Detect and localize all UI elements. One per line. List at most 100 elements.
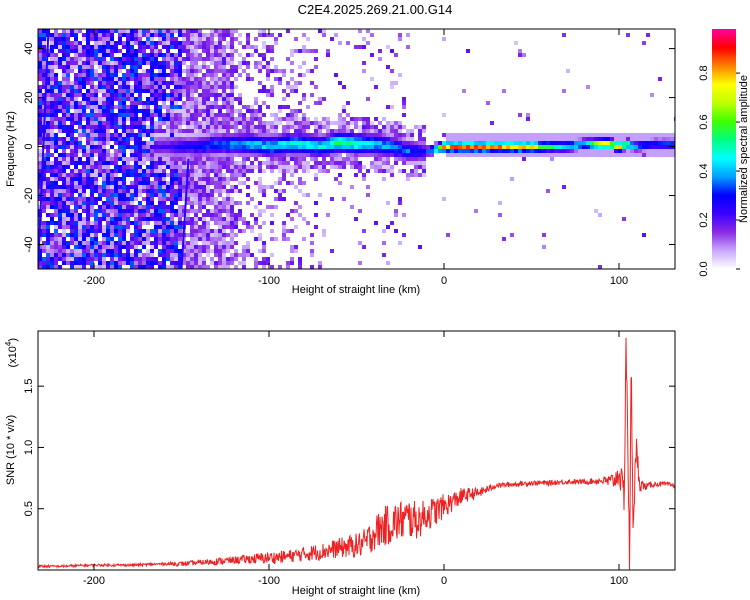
spectrogram-cell	[114, 117, 118, 121]
spectrogram-cell	[322, 165, 326, 169]
spectrogram-cell	[62, 177, 66, 181]
spectrogram-cell	[98, 257, 102, 261]
spectrogram-cell	[86, 37, 90, 41]
spectrogram-cell	[226, 165, 230, 169]
spectrogram-cell	[218, 201, 222, 205]
spectrogram-cell	[190, 145, 194, 149]
spectrogram-cell	[122, 97, 126, 101]
spectrogram-cell	[198, 189, 202, 193]
spectrogram-cell	[170, 133, 174, 137]
spectrogram-cell	[222, 265, 226, 269]
spectrogram-cell	[42, 165, 46, 169]
spectrogram-cell	[238, 189, 242, 193]
spectrogram-cell	[214, 197, 218, 201]
spectrogram-cell	[118, 149, 122, 153]
spectrogram-cell	[414, 165, 418, 169]
spectrogram-cell	[58, 81, 62, 85]
spectrogram-cell	[146, 145, 150, 149]
spectrogram-cell	[174, 153, 178, 157]
spectrogram-cell	[166, 117, 170, 121]
spectrogram-cell	[306, 137, 310, 141]
spectrogram-cell	[94, 45, 98, 49]
spectrogram-cell	[86, 157, 90, 161]
spectrogram-cell	[114, 221, 118, 225]
spectrogram-cell	[110, 133, 114, 137]
spectrogram-cell	[118, 237, 122, 241]
spectrogram-cell	[166, 229, 170, 233]
spectrogram-cell	[54, 209, 58, 213]
spectrogram-cell	[594, 153, 598, 157]
spectrogram-cell	[338, 181, 342, 185]
spectrogram-cell	[62, 257, 66, 261]
spectrogram-cell	[74, 261, 78, 265]
spectrogram-cell	[58, 153, 62, 157]
spectrogram-cell	[218, 241, 222, 245]
spectrogram-cell	[242, 221, 246, 225]
spectrogram-cell	[206, 185, 210, 189]
spectrogram-cell	[154, 97, 158, 101]
spectrogram-cell	[166, 121, 170, 125]
spectrogram-cell	[634, 153, 638, 157]
spectrogram-cell	[42, 105, 46, 109]
spectrogram-cell	[454, 133, 458, 137]
spectrogram-cell	[554, 137, 558, 141]
spectrogram-cell	[102, 145, 106, 149]
spectrogram-cell	[218, 109, 222, 113]
spectrogram-cell	[262, 265, 266, 269]
spectrogram-cell	[154, 81, 158, 85]
spectrogram-cell	[182, 41, 186, 45]
spectrogram-cell	[134, 153, 138, 157]
spectrogram-cell	[206, 165, 210, 169]
spectrogram-cell	[74, 33, 78, 37]
spectrogram-cell	[254, 261, 258, 265]
spectrogram-cell	[222, 117, 226, 121]
spectrogram-cell	[102, 101, 106, 105]
spectrogram-cell	[54, 133, 58, 137]
spectrogram-cell	[334, 129, 338, 133]
spectrogram-cell	[342, 109, 346, 113]
spectrogram-cell	[142, 149, 146, 153]
spectrogram-cell	[82, 105, 86, 109]
spectrogram-cell	[198, 85, 202, 89]
spectrogram-cell	[154, 105, 158, 109]
spectrogram-cell	[226, 193, 230, 197]
spectrogram-cell	[518, 153, 522, 157]
spectrogram-cell	[258, 161, 262, 165]
spectrogram-cell	[250, 153, 254, 157]
spectrogram-cell	[130, 41, 134, 45]
spectrogram-cell	[110, 213, 114, 217]
spectrogram-cell	[202, 177, 206, 181]
spectrogram-cell	[498, 213, 502, 217]
spectrogram-cell	[186, 49, 190, 53]
spectrogram-cell	[222, 241, 226, 245]
spectrogram-cell	[346, 161, 350, 165]
spectrogram-cell	[254, 165, 258, 169]
spectrogram-cell	[218, 113, 222, 117]
spectrogram-cell	[170, 249, 174, 253]
spectrogram-cell	[662, 133, 666, 137]
spectrogram-cell	[138, 161, 142, 165]
spectrogram-cell	[94, 249, 98, 253]
spectrogram-cell	[58, 161, 62, 165]
spectrogram-cell	[234, 241, 238, 245]
spectrogram-cell	[118, 65, 122, 69]
spectrogram-cell	[158, 97, 162, 101]
spectrogram-cell	[314, 141, 318, 145]
spectrogram-cell	[194, 117, 198, 121]
spectrogram-cell	[290, 49, 294, 53]
spectrogram-cell	[186, 77, 190, 81]
spectrogram-cell	[218, 149, 222, 153]
spectrogram-cell	[250, 253, 254, 257]
spectrogram-cell	[82, 77, 86, 81]
spectrogram-cell	[202, 117, 206, 121]
spectrogram-cell	[274, 125, 278, 129]
spectrogram-cell	[242, 161, 246, 165]
spectrogram-cell	[78, 125, 82, 129]
spectrogram-cell	[374, 221, 378, 225]
spectrogram-cell	[410, 153, 414, 157]
spectrogram-cell	[462, 133, 466, 137]
spectrogram-cell	[258, 185, 262, 189]
spectrogram-cell	[154, 133, 158, 137]
spectrogram-cell	[94, 73, 98, 77]
spectrogram-cell	[94, 177, 98, 181]
